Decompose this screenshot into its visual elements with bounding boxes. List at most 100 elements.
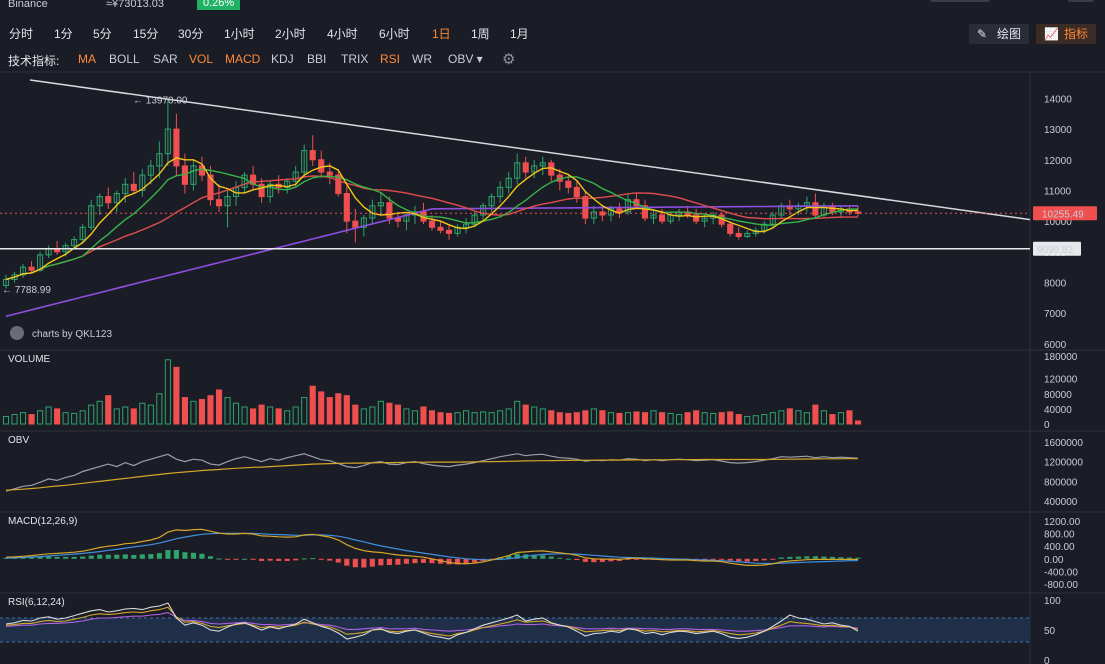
macd-hist-bar	[114, 554, 120, 559]
volume-bar	[250, 408, 257, 425]
obv-tick-label: 1600000	[1044, 438, 1083, 449]
indicator-bar: 技术指标: ⚙ MA BOLL SAR VOL MACD KDJ BBI TRIX RSI WR O…	[0, 50, 1105, 70]
candle	[113, 193, 120, 204]
current-price-label: 10255.49	[1042, 209, 1084, 220]
obv-ma-line	[5, 458, 858, 491]
macd-tick-label: 0.00	[1044, 555, 1064, 566]
indicator-toggle[interactable]: VOL	[189, 52, 214, 66]
candle	[693, 214, 700, 222]
volume-bar	[846, 410, 853, 425]
candle	[164, 128, 171, 155]
tab-timeframe[interactable]: 30分	[178, 27, 204, 41]
ma10-line	[5, 168, 859, 281]
candle	[318, 159, 325, 173]
tab-timeframe[interactable]: 15分	[133, 27, 159, 41]
volume-bar	[113, 408, 120, 425]
volume-tick-label: 180000	[1044, 352, 1078, 363]
gear-icon[interactable]: ⚙	[502, 51, 516, 68]
tab-timeframe[interactable]: 2小时	[275, 27, 306, 41]
price-tick-label: 8000	[1044, 279, 1067, 290]
macd-tick-label: 400.00	[1044, 542, 1075, 553]
macd-hist-bar	[54, 556, 60, 559]
indicator-toggle[interactable]: KDJ	[271, 52, 294, 66]
macd-hist-bar	[727, 558, 733, 561]
candle	[130, 183, 137, 191]
macd-tick-label: -400.00	[1044, 567, 1078, 578]
volume-bar	[531, 406, 538, 425]
tab-timeframe[interactable]: 6小时	[379, 27, 410, 41]
macd-hist-bar	[207, 556, 214, 559]
volume-bar	[820, 410, 827, 425]
volume-bar	[360, 408, 367, 425]
indicator-toggle[interactable]: OBV ▾	[448, 52, 483, 66]
macd-hist-bar	[565, 558, 571, 560]
candle	[377, 202, 384, 207]
volume-bar	[130, 408, 137, 425]
volume-bar	[710, 412, 717, 425]
macd-hist-bar	[744, 558, 750, 562]
macd-hist-bar	[284, 558, 290, 561]
indicator-toggle[interactable]: SAR	[153, 52, 178, 66]
volume-bar	[522, 404, 529, 425]
tab-timeframe[interactable]: 1月	[510, 27, 529, 41]
macd-hist-bar	[412, 558, 418, 564]
top-button[interactable]	[1068, 0, 1094, 2]
top-button[interactable]	[930, 0, 990, 2]
macd-hist-bar	[242, 558, 248, 560]
candle	[147, 165, 154, 176]
volume-bar	[641, 412, 649, 425]
candle	[488, 196, 495, 207]
tab-timeframe[interactable]: 1日	[432, 27, 451, 41]
macd-hist-bar	[182, 552, 188, 559]
macd-hist-bar	[233, 558, 239, 560]
indicator-toggle[interactable]: BBI	[307, 52, 327, 66]
macd-hist-bar	[139, 554, 145, 559]
volume-bar	[684, 412, 691, 425]
tab-timeframe[interactable]: 4小时	[327, 27, 358, 41]
macd-hist-bar	[301, 558, 307, 560]
indicator-toggle[interactable]: MACD	[225, 52, 261, 66]
low-annotation: ← 7788.99	[2, 285, 51, 296]
indicator-toggle[interactable]: TRIX	[341, 52, 369, 66]
tab-timeframe[interactable]: 1小时	[224, 27, 255, 41]
volume-bar	[667, 412, 674, 425]
volume-bar	[616, 412, 623, 425]
indicator-button[interactable]: 📈 指标	[1036, 24, 1096, 44]
indicator-toggle[interactable]: RSI	[380, 52, 401, 66]
price-tick-label: 6000	[1044, 340, 1067, 351]
draw-label: 绘图	[997, 27, 1022, 41]
candle	[190, 165, 197, 185]
macd-hist-bar	[352, 558, 358, 568]
candle	[122, 183, 129, 195]
indicator-toggle[interactable]: WR	[412, 52, 432, 66]
watermark: charts by QKL123	[32, 329, 112, 340]
candle	[445, 229, 453, 234]
draw-button[interactable]: ✎ 绘图	[969, 24, 1029, 44]
volume-bar	[590, 408, 597, 425]
volume-bar	[837, 412, 845, 425]
macd-tick-label: 1200.00	[1044, 517, 1081, 528]
tab-timeframe[interactable]: 5分	[93, 27, 112, 41]
tab-timeframe[interactable]: 分时	[9, 27, 34, 41]
indicator-toggle[interactable]: MA	[78, 52, 96, 66]
macd-hist-bar	[540, 555, 546, 559]
macd-hist-bar	[344, 558, 350, 566]
ma5-line	[5, 157, 859, 281]
macd-hist-bar	[105, 554, 111, 559]
candle	[2, 278, 10, 287]
macd-hist-bar	[335, 558, 341, 563]
macd-hist-bar	[582, 558, 588, 562]
volume-bar	[693, 410, 700, 425]
volume-bar	[633, 411, 640, 425]
volume-bar	[718, 412, 725, 425]
rsi-tick-label: 100	[1044, 596, 1061, 607]
macd-hist-bar	[761, 558, 767, 561]
indicator-toggle[interactable]: BOLL	[109, 52, 140, 66]
tab-timeframe[interactable]: 1分	[54, 27, 73, 41]
volume-bar	[471, 412, 478, 425]
rsi-title: RSI(6,12,24)	[8, 597, 65, 608]
candle	[522, 162, 529, 173]
macd-hist-bar	[719, 558, 725, 560]
tab-timeframe[interactable]: 1周	[471, 27, 490, 41]
